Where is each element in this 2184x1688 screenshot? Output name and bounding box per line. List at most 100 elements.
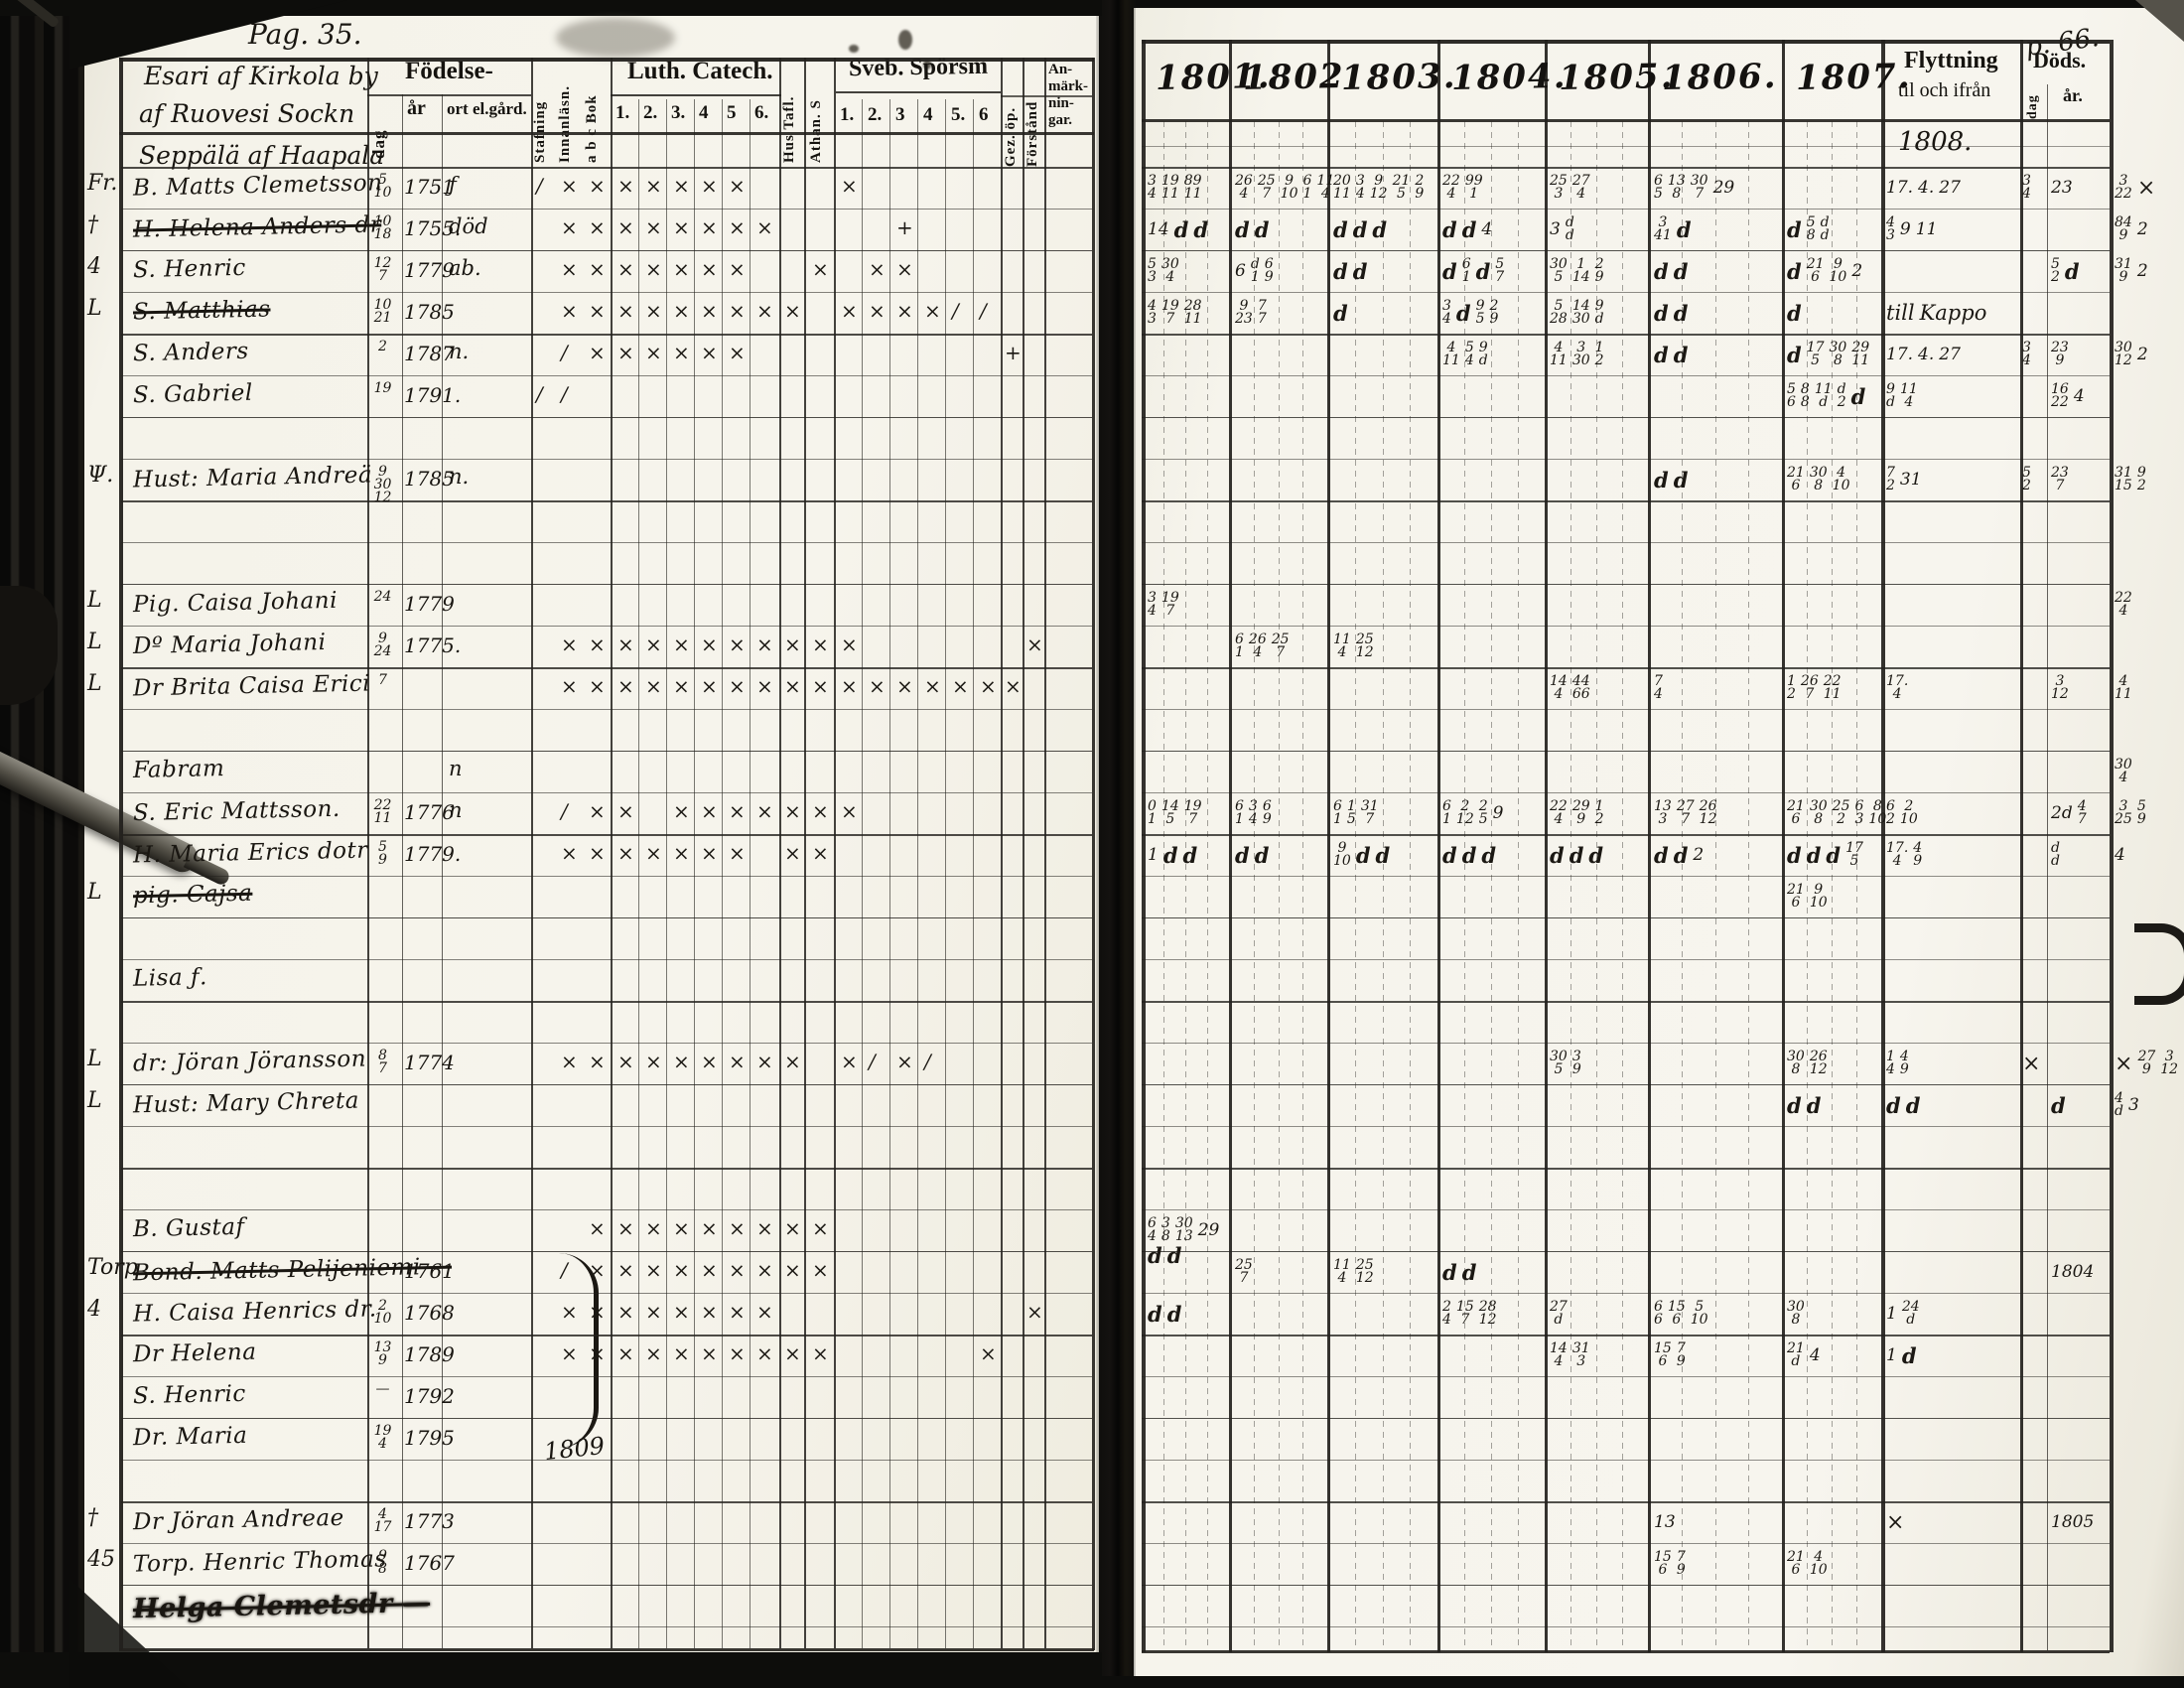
grid-line (1142, 1543, 2110, 1544)
grid-line (1142, 834, 2110, 836)
exam-mark: × (701, 341, 718, 364)
grid-line (121, 1460, 1092, 1461)
handwritten-entry: 2 4 15 7 28 12 (1442, 1299, 1497, 1328)
row-margin-mark: Fr. (87, 171, 118, 196)
exam-mark: × (952, 674, 969, 698)
row-birth-year: 1779 (404, 592, 455, 616)
luth-sub-number: 3. (671, 102, 686, 123)
exam-mark: × (589, 1300, 606, 1324)
row-ort-note: n. (449, 465, 470, 489)
handwritten-entry: 4 11 3 30 1 2 (1550, 340, 1604, 368)
grid-line (1142, 626, 2110, 627)
exam-mark: × (617, 257, 634, 281)
exam-mark: × (617, 633, 634, 656)
exam-mark: × (729, 1258, 746, 1282)
exam-mark: × (645, 1300, 662, 1324)
exam-mark: × (673, 174, 690, 198)
exam-mark: × (784, 1216, 801, 1240)
column-header-dods: Döds. (2033, 48, 2087, 72)
exam-mark: × (645, 1258, 662, 1282)
grid-line (1807, 121, 1808, 1648)
row-birth-day: 4 17 (373, 1506, 392, 1535)
grid-line (1142, 876, 2110, 877)
exam-mark: × (896, 1050, 913, 1073)
handwritten-entry: d (2051, 1092, 2066, 1118)
row-name: pig. Cajsa (132, 880, 253, 910)
exam-mark: × (756, 1216, 773, 1240)
row-birth-day: — (375, 1381, 390, 1397)
handwritten-entry: d d d 17 5 (1787, 840, 1863, 869)
handwritten-entry: 3 4 19 11 89 11 (1148, 173, 1202, 202)
exam-mark: × (729, 799, 746, 823)
grid-line (1142, 1460, 2110, 1461)
row-birth-year: 1779 (404, 258, 455, 282)
row-name: S. Eric Mattsson. (132, 795, 341, 827)
grid-line (1142, 1293, 2110, 1294)
handwritten-entry: 21 6 30 8 4 10 (1787, 465, 1850, 493)
handwritten-entry: 4 11 5 4 9 d (1442, 340, 1488, 368)
handwritten-entry: 17. 4 (1886, 673, 1909, 702)
exam-mark: × (701, 299, 718, 323)
exam-mark: × (841, 633, 858, 656)
scan-bottom-edge-right (1102, 1676, 2184, 1688)
exam-mark: ∕ (869, 1050, 876, 1073)
exam-mark: × (812, 633, 829, 656)
grid-line (1410, 121, 1411, 1648)
column-header-ort: ort el.gård. (447, 99, 527, 118)
sveb-sub-number: 6 (979, 104, 989, 125)
grid-line (121, 1626, 1092, 1627)
row-birth-year: 1767 (404, 1551, 455, 1575)
row-margin-mark: † (87, 212, 98, 237)
grid-line (121, 792, 1092, 793)
handwritten-entry: 4 3 19 7 28 11 (1148, 298, 1202, 327)
exam-mark: × (701, 1341, 718, 1365)
exam-mark: × (645, 299, 662, 323)
grid-line (834, 58, 836, 1648)
exam-mark: × (924, 299, 941, 323)
grid-line (1001, 95, 1092, 97)
handwritten-entry: 25 3 27 4 (1550, 173, 1590, 202)
row-birth-day: 24 (373, 589, 392, 605)
grid-line (1023, 58, 1024, 1648)
grid-line (531, 58, 533, 1648)
handwritten-entry: 15 6 7 9 (1654, 1549, 1686, 1578)
exam-mark: × (589, 674, 606, 698)
exam-mark: × (896, 257, 913, 281)
row-margin-mark: 45 (87, 1547, 115, 1572)
exam-mark: ∕ (924, 1050, 931, 1073)
column-header-dag: dag (369, 129, 388, 159)
row-margin-mark: L (87, 296, 102, 321)
row-ort-note: ab. (449, 256, 481, 280)
exam-mark: × (673, 1300, 690, 1324)
scan-bottom-edge (0, 1652, 1102, 1688)
grid-line (121, 1251, 1092, 1252)
exam-mark: × (701, 174, 718, 198)
grid-line (1142, 709, 2110, 710)
grid-line (1142, 500, 2110, 502)
exam-mark: × (589, 799, 606, 823)
exam-mark: × (673, 1258, 690, 1282)
exam-mark: × (701, 1258, 718, 1282)
exam-mark: × (869, 674, 886, 698)
grouping-brace (548, 1253, 599, 1448)
grid-line (862, 99, 863, 1648)
luth-sub-number: 4 (699, 102, 709, 123)
exam-mark: × (617, 1050, 634, 1073)
grid-line (1142, 1418, 2110, 1419)
exam-mark: × (589, 633, 606, 656)
handwritten-entry: × (1886, 1509, 1905, 1535)
handwritten-entry: 16 22 4 (2051, 381, 2085, 410)
row-margin-mark: L (87, 880, 102, 905)
handwritten-entry: till Kappo (1886, 301, 1987, 325)
row-birth-day: 13 9 (373, 1339, 392, 1368)
grid-line (1142, 1626, 2110, 1627)
row-name: Lisa ƒ. (132, 964, 208, 992)
exam-mark: × (589, 1050, 606, 1073)
